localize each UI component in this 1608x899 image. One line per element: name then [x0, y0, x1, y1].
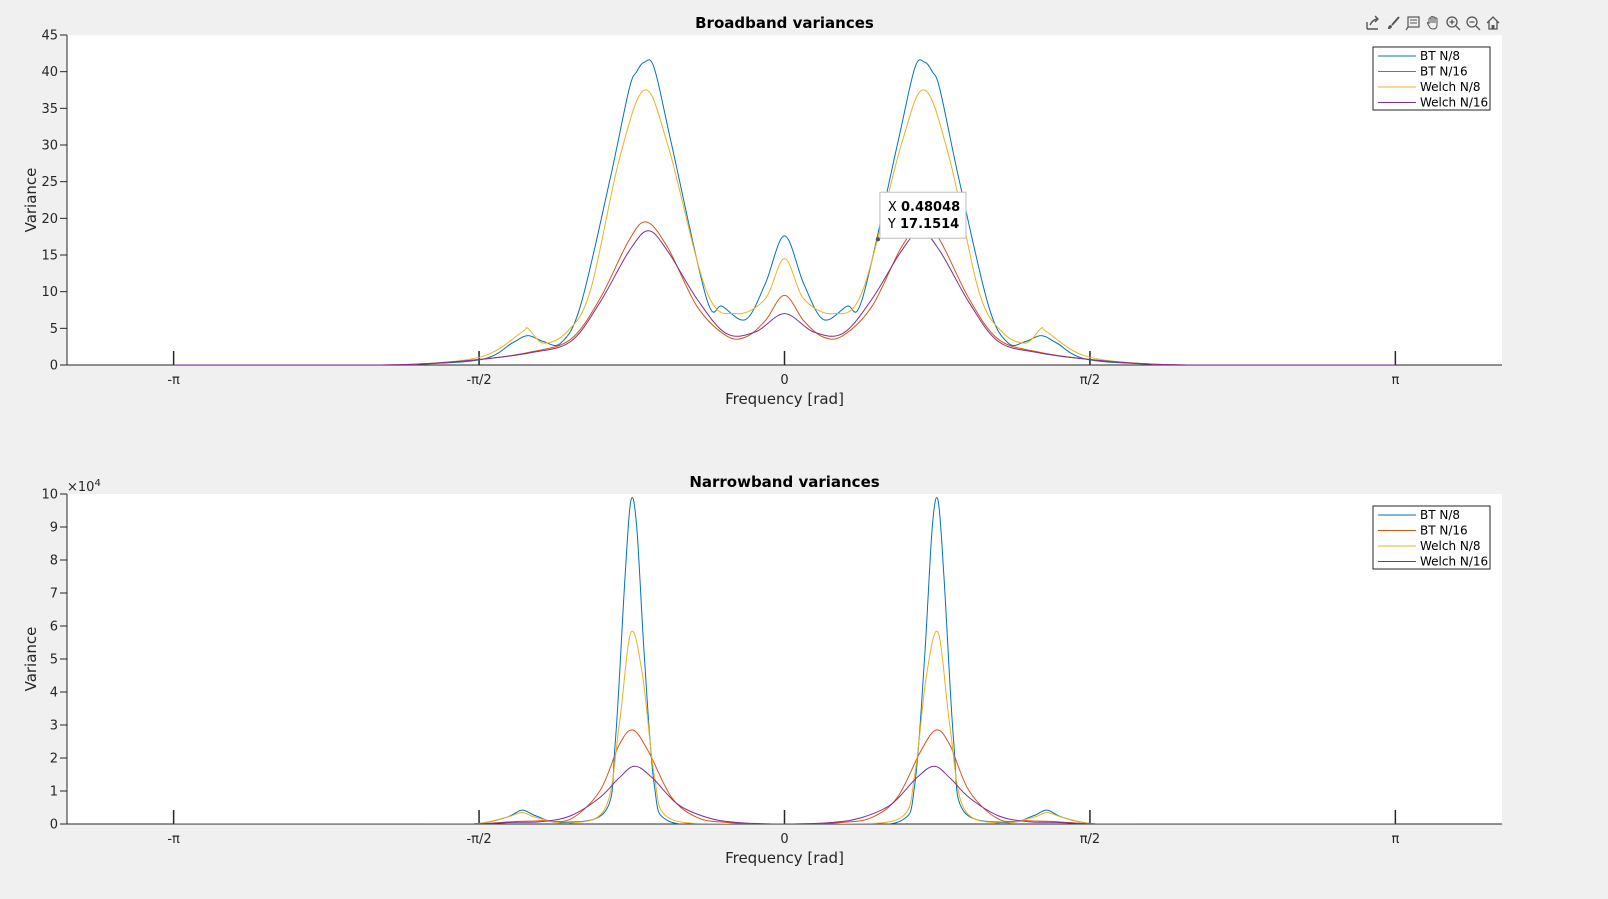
- y-tick-label: 40: [41, 65, 58, 80]
- series-line-bt-n-8: [173, 497, 1396, 824]
- x-tick-label: π/2: [1080, 832, 1100, 847]
- series-line-welch-n-8: [173, 89, 1396, 365]
- pan-icon[interactable]: [1424, 14, 1442, 32]
- x-axis-label: Frequency [rad]: [725, 390, 844, 408]
- brush-icon[interactable]: [1384, 14, 1402, 32]
- y-tick-label: 10: [41, 285, 58, 300]
- legend-label: Welch N/8: [1420, 80, 1481, 94]
- x-tick-label: π: [1391, 832, 1399, 847]
- x-tick-label: 0: [780, 373, 788, 388]
- y-tick-label: 0: [50, 359, 58, 374]
- series-line-bt-n-16: [173, 221, 1396, 365]
- x-tick-label: -π: [167, 832, 180, 847]
- data-tip-marker[interactable]: [875, 237, 881, 242]
- y-exponent-label: ×104: [67, 478, 101, 495]
- chart-title: Narrowband variances: [689, 473, 879, 491]
- chart-1: Broadband variances 0 5 10 15 20 25 30 35 40 45 -π -…: [22, 14, 1502, 408]
- y-tick-label: 25: [41, 175, 58, 190]
- data-tip-y: Y 17.1514: [887, 217, 959, 232]
- y-tick-label: 15: [41, 249, 58, 264]
- y-tick-label: 5: [50, 322, 58, 337]
- y-tick-label: 2: [50, 752, 58, 767]
- legend-label: BT N/16: [1420, 65, 1468, 79]
- series-line-bt-n-16: [173, 729, 1396, 824]
- y-tick-label: 30: [41, 139, 58, 154]
- legend-box: [1372, 505, 1491, 570]
- y-tick-label: 6: [50, 620, 58, 635]
- legend-label: BT N/16: [1420, 524, 1468, 538]
- y-tick-label: 10: [41, 488, 58, 503]
- legend-label: BT N/8: [1420, 508, 1460, 522]
- series-line-bt-n-8: [173, 59, 1396, 365]
- zoom-in-icon[interactable]: [1444, 14, 1462, 32]
- x-tick-label: π: [1391, 373, 1399, 388]
- x-tick-label: -π: [167, 373, 180, 388]
- datatip-icon[interactable]: [1404, 14, 1422, 32]
- y-tick-label: 4: [50, 686, 58, 701]
- plot-area: [67, 494, 1502, 824]
- data-tip-x: X 0.48048: [888, 200, 960, 215]
- plot-area: [67, 35, 1502, 365]
- y-tick-label: 1: [50, 785, 58, 800]
- y-tick-label: 9: [50, 521, 58, 536]
- y-tick-label: 20: [41, 212, 58, 227]
- home-icon[interactable]: [1484, 14, 1502, 32]
- x-tick-label: 0: [780, 832, 788, 847]
- figure-toolbar: [1364, 14, 1502, 32]
- y-tick-label: 8: [50, 554, 58, 569]
- y-tick-label: 45: [41, 29, 58, 44]
- y-tick-label: 7: [50, 587, 58, 602]
- x-tick-label: -π/2: [466, 373, 491, 388]
- y-axis-label: Variance: [22, 627, 40, 692]
- legend-box: [1372, 46, 1491, 111]
- series-group: [173, 497, 1396, 824]
- series-line-welch-n-16: [173, 230, 1396, 365]
- x-tick-label: -π/2: [466, 832, 491, 847]
- series-group: [173, 59, 1396, 365]
- chart-title: Broadband variances: [695, 14, 874, 32]
- legend-label: Welch N/16: [1420, 96, 1488, 110]
- zoom-out-icon[interactable]: [1464, 14, 1482, 32]
- y-tick-label: 3: [50, 719, 58, 734]
- series-line-welch-n-8: [173, 630, 1396, 824]
- x-tick-label: π/2: [1080, 373, 1100, 388]
- y-axis-label: Variance: [22, 168, 40, 233]
- series-line-welch-n-16: [173, 765, 1396, 824]
- chart-2: Narrowband variances 0 1 2 3 4 5 6 7 8 9 10 -π -π/2 0 π…: [22, 473, 1502, 867]
- x-axis-label: Frequency [rad]: [725, 849, 844, 867]
- legend-label: Welch N/16: [1420, 555, 1488, 569]
- legend-label: Welch N/8: [1420, 539, 1481, 553]
- data-tip[interactable]: X 0.48048 Y 17.1514: [875, 191, 967, 242]
- data-tip-box: [879, 191, 967, 239]
- y-tick-label: 5: [50, 653, 58, 668]
- y-tick-label: 0: [50, 818, 58, 833]
- export-icon[interactable]: [1364, 14, 1382, 32]
- y-tick-label: 35: [41, 102, 58, 117]
- legend-label: BT N/8: [1420, 49, 1460, 63]
